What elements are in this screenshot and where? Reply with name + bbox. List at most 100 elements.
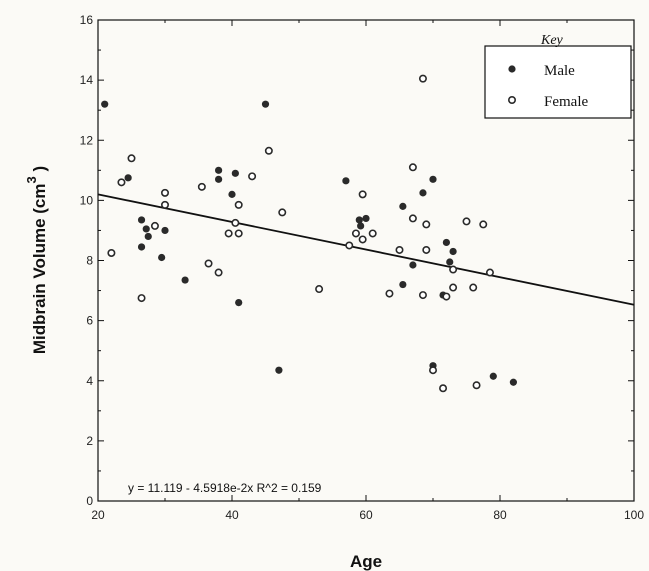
female-point <box>368 229 377 238</box>
female-point <box>264 146 273 155</box>
y-axis-title-close: ) <box>30 166 49 176</box>
y-tick-label: 0 <box>86 494 93 508</box>
male-point <box>489 372 497 380</box>
female-point <box>422 245 431 254</box>
male-point <box>161 226 169 235</box>
female-point <box>248 172 257 181</box>
female-point <box>439 384 448 393</box>
female-point <box>278 208 287 217</box>
male-point <box>124 174 132 182</box>
male-point <box>442 238 450 247</box>
male-point <box>275 366 283 374</box>
legend-title: Key <box>540 33 564 48</box>
male-point <box>449 247 457 256</box>
female-point <box>395 245 404 254</box>
legend-box <box>484 45 632 119</box>
female-point <box>315 285 324 294</box>
female-point <box>449 283 458 292</box>
male-point <box>509 378 517 386</box>
axis-ticks: 0 2 4 6 8 10 12 14 16 20 40 60 80 100 <box>80 13 645 522</box>
male-point <box>228 190 236 198</box>
female-point <box>418 74 427 83</box>
female-point <box>469 283 478 292</box>
x-tick-label: 100 <box>624 508 644 522</box>
male-point <box>235 298 243 307</box>
female-point <box>472 381 481 390</box>
data-points <box>101 74 517 393</box>
legend: Key Male Female <box>484 33 632 119</box>
female-point <box>224 229 233 238</box>
female-point <box>137 294 146 303</box>
y-axis-title-main: Midbrain Volume (cm <box>30 183 49 354</box>
male-point <box>355 216 363 224</box>
male-point <box>137 243 146 251</box>
x-tick-label: 20 <box>91 508 105 522</box>
female-point <box>485 268 494 277</box>
y-tick-label: 16 <box>80 13 94 27</box>
male-point <box>399 280 407 289</box>
male-point <box>137 216 146 224</box>
male-point <box>101 100 109 108</box>
legend-female-marker <box>507 96 516 105</box>
female-point <box>462 217 471 226</box>
female-point <box>385 289 394 298</box>
male-point <box>144 232 152 241</box>
female-point <box>408 163 417 172</box>
female-point <box>231 218 240 227</box>
male-point <box>181 276 189 284</box>
x-tick-label: 80 <box>493 508 507 522</box>
male-point <box>215 166 223 174</box>
male-point <box>409 261 417 269</box>
female-point <box>428 366 437 375</box>
x-tick-label: 40 <box>225 508 239 522</box>
female-point <box>117 178 126 187</box>
male-point <box>158 253 166 262</box>
legend-female-label: Female <box>544 94 588 110</box>
y-tick-label: 6 <box>86 314 93 328</box>
male-point <box>261 100 270 108</box>
male-point <box>215 175 223 183</box>
x-tick-label: 60 <box>359 508 373 522</box>
female-point <box>214 268 223 277</box>
female-point <box>234 200 243 209</box>
male-point <box>419 189 427 197</box>
y-tick-label: 10 <box>80 193 94 207</box>
y-tick-label: 8 <box>86 254 93 268</box>
female-point <box>408 214 417 223</box>
y-axis-title-superscript: 3 <box>24 176 39 183</box>
male-point <box>142 225 150 233</box>
female-point <box>479 220 488 229</box>
female-point <box>358 190 367 199</box>
female-point <box>345 241 354 250</box>
y-tick-label: 12 <box>80 133 94 147</box>
male-point <box>362 214 370 223</box>
regression-equation: y = 11.119 - 4.5918e-2x R^2 = 0.159 <box>128 481 322 495</box>
male-point <box>342 177 350 185</box>
male-point <box>231 169 239 177</box>
female-point <box>442 292 451 301</box>
regression-line <box>97 193 635 306</box>
male-point <box>357 222 365 230</box>
y-tick-label: 14 <box>80 73 94 87</box>
male-point <box>446 258 454 266</box>
legend-male-marker <box>508 65 516 73</box>
female-point <box>351 229 360 238</box>
female-point <box>161 188 170 197</box>
female-point <box>234 229 243 238</box>
female-point <box>197 182 206 191</box>
male-point <box>399 202 407 210</box>
female-point <box>449 265 458 274</box>
female-point <box>418 291 427 300</box>
female-point <box>358 235 367 244</box>
y-tick-label: 2 <box>86 434 93 448</box>
y-axis-title: Midbrain Volume (cm3 ) <box>24 166 49 354</box>
male-point <box>429 175 437 183</box>
female-point <box>150 221 159 230</box>
y-tick-label: 4 <box>86 374 93 388</box>
legend-male-label: Male <box>544 63 575 79</box>
x-axis-title: Age <box>350 552 382 571</box>
female-point <box>422 220 431 229</box>
female-point <box>204 259 213 268</box>
female-point <box>161 200 170 209</box>
